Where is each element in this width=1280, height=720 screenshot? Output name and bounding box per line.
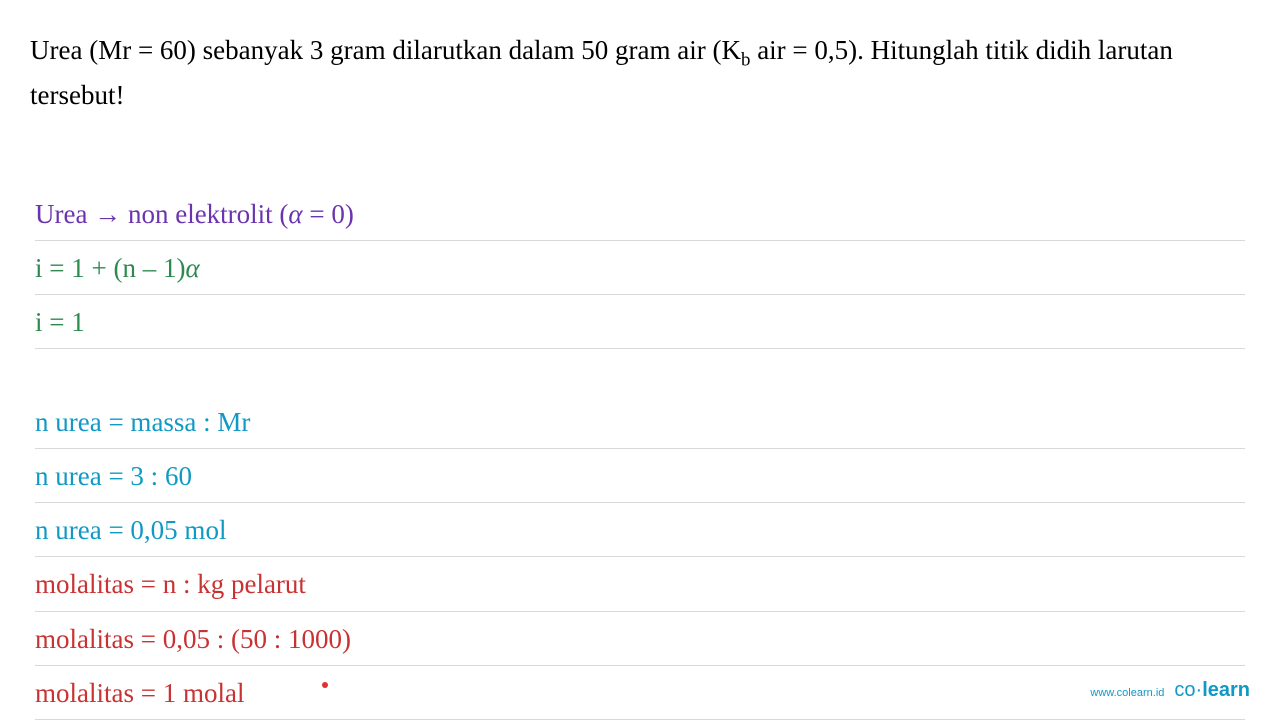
steps-container: Urea → non elektrolit (α = 0)i = 1 + (n … — [30, 187, 1250, 720]
step-line-5: n urea = 3 : 60 — [35, 449, 1245, 503]
step-line-7: molalitas = n : kg pelarut — [35, 557, 1245, 611]
pointer-dot — [322, 682, 328, 688]
question-text: Urea (Mr = 60) sebanyak 3 gram dilarutka… — [30, 30, 1250, 117]
step-spacer — [35, 349, 1245, 395]
step-line-4: n urea = massa : Mr — [35, 395, 1245, 449]
step-line-1: i = 1 + (n – 1)α — [35, 241, 1245, 295]
step-line-2: i = 1 — [35, 295, 1245, 349]
step-line-9: molalitas = 1 molal — [35, 666, 1245, 720]
footer-url: www.colearn.id — [1090, 687, 1164, 699]
footer-logo: co·learn — [1174, 679, 1250, 702]
step-line-6: n urea = 0,05 mol — [35, 503, 1245, 557]
step-line-8: molalitas = 0,05 : (50 : 1000) — [35, 612, 1245, 666]
step-line-0: Urea → non elektrolit (α = 0) — [35, 187, 1245, 241]
footer: www.colearn.id co·learn — [1090, 679, 1250, 702]
